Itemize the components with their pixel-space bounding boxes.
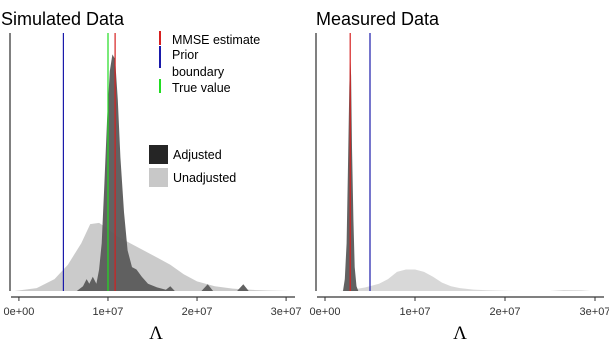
legend-label-simulated: Prior <box>172 48 198 62</box>
plot-area-measured: 0e+00 1e+07 2e+07 3e+07 <box>310 33 609 318</box>
panel-simulated: Simulated Data 0e+00 1e+07 2e+07 3e+07 MMSE … <box>1 9 302 344</box>
x-axis-label-simulated: Λ <box>149 323 163 344</box>
density-unadjusted-measured <box>338 269 591 291</box>
x-tick-label-simulated: 0e+00 <box>3 306 34 318</box>
panel-measured: Measured Data 0e+00 1e+07 2e+07 3e+07 Λ <box>310 9 609 344</box>
x-tick-label-measured: 3e+07 <box>580 306 609 318</box>
panel-title-simulated: Simulated Data <box>1 9 125 29</box>
legend-label-adjusted-simulated: Adjusted <box>173 148 222 162</box>
panel-title-measured: Measured Data <box>316 9 440 29</box>
x-axis-label-measured: Λ <box>453 323 467 344</box>
x-tick-label-simulated: 1e+07 <box>93 306 124 318</box>
legend-label-simulated: MMSE estimate <box>172 33 260 47</box>
legend-label-simulated: True value <box>172 81 231 95</box>
legend-swatch-unadjusted-simulated <box>149 168 168 187</box>
legend-label-unadjusted-simulated: Unadjusted <box>173 171 236 185</box>
x-tick-label-measured: 0e+00 <box>310 306 341 318</box>
legend-label-simulated: boundary <box>172 65 225 79</box>
density-adjusted-simulated <box>76 54 255 292</box>
x-tick-label-simulated: 3e+07 <box>271 306 302 318</box>
x-tick-label-measured: 1e+07 <box>400 306 431 318</box>
x-tick-label-simulated: 2e+07 <box>182 306 213 318</box>
legend-swatch-adjusted-simulated <box>149 145 168 164</box>
x-tick-label-measured: 2e+07 <box>490 306 521 318</box>
density-unadjusted-simulated <box>14 222 291 291</box>
